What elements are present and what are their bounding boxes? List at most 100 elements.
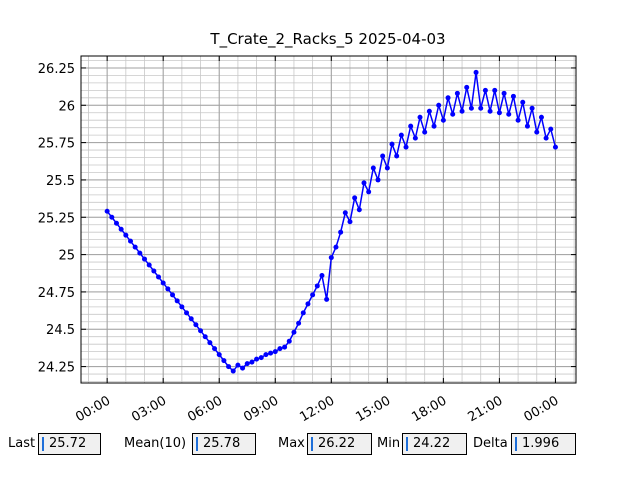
y-tick-label: 25.25 <box>38 211 75 226</box>
data-point <box>370 165 376 171</box>
data-point <box>361 180 367 186</box>
data-point <box>277 346 283 352</box>
data-point <box>534 129 540 135</box>
stat-field[interactable]: 25.78 <box>192 433 256 455</box>
data-point <box>366 189 372 195</box>
data-point <box>510 93 516 99</box>
data-point <box>468 105 474 111</box>
data-point <box>473 69 479 75</box>
data-point <box>128 238 133 244</box>
data-point <box>436 102 442 108</box>
data-point <box>431 123 437 129</box>
data-point <box>515 117 521 123</box>
data-point <box>272 349 278 355</box>
data-point <box>230 368 236 374</box>
data-point <box>165 286 171 292</box>
data-point <box>310 292 316 298</box>
x-tick-label: 21:00 <box>465 393 505 425</box>
data-point <box>375 177 381 183</box>
data-point <box>482 87 488 93</box>
data-point <box>333 244 339 250</box>
data-point <box>249 359 255 365</box>
data-point <box>216 352 222 358</box>
data-point <box>538 114 544 120</box>
y-tick-label: 25.5 <box>46 174 75 189</box>
y-tick-label: 24.25 <box>38 361 75 376</box>
data-point <box>268 350 274 356</box>
x-tick-label: 18:00 <box>409 393 449 425</box>
data-point <box>347 219 353 225</box>
data-point <box>314 283 320 289</box>
data-point <box>501 90 507 96</box>
stat-label: Last <box>8 436 36 451</box>
data-point <box>160 280 166 286</box>
data-point <box>459 108 465 114</box>
y-tick-label: 24.75 <box>38 286 75 301</box>
data-point <box>492 87 498 93</box>
data-point <box>338 229 344 235</box>
data-point <box>296 320 302 326</box>
chart-title: T_Crate_2_Racks_5 2025-04-03 <box>209 30 445 49</box>
x-tick-label: 00:00 <box>73 393 113 425</box>
data-point <box>202 334 208 340</box>
data-point <box>188 316 194 322</box>
data-point <box>151 268 157 274</box>
data-point <box>179 304 185 310</box>
stat-label: Max <box>278 436 305 451</box>
data-point <box>384 165 390 171</box>
data-point <box>319 272 325 278</box>
data-point <box>300 310 306 316</box>
data-point <box>426 108 432 114</box>
data-point <box>221 358 227 364</box>
y-tick-label: 26 <box>58 99 75 114</box>
data-point <box>226 364 232 370</box>
stat-field[interactable]: 1.996 <box>511 433 576 455</box>
stat-field[interactable]: 26.22 <box>307 433 372 455</box>
data-point <box>520 99 526 105</box>
stat-label: Mean(10) <box>124 436 187 451</box>
data-point <box>454 90 460 96</box>
data-point <box>207 340 213 346</box>
data-point <box>254 356 260 362</box>
data-point <box>184 310 190 316</box>
x-tick-label: 06:00 <box>185 393 225 425</box>
data-point <box>450 111 456 117</box>
y-tick-label: 25 <box>58 249 75 264</box>
data-point <box>142 256 148 262</box>
data-point <box>552 144 558 150</box>
data-point <box>417 114 423 120</box>
stat-field[interactable]: 24.22 <box>402 433 467 455</box>
data-point <box>524 123 530 129</box>
data-point <box>263 352 269 358</box>
y-tick-label: 26.25 <box>38 62 75 77</box>
data-point <box>380 153 386 159</box>
data-point <box>324 296 330 302</box>
data-point <box>305 301 311 307</box>
data-point <box>235 362 241 368</box>
data-point <box>496 110 502 116</box>
data-point <box>398 132 404 138</box>
data-point <box>445 95 451 101</box>
data-point <box>543 135 549 141</box>
data-point <box>240 365 246 371</box>
stat-field[interactable]: 25.72 <box>38 433 101 455</box>
data-point <box>258 355 264 361</box>
data-point <box>212 346 218 352</box>
stat-label: Delta <box>473 436 508 451</box>
data-point <box>440 117 446 123</box>
x-tick-label: 00:00 <box>522 393 562 425</box>
data-point <box>356 207 362 213</box>
data-point <box>132 244 138 250</box>
data-point <box>104 208 110 214</box>
data-point <box>156 274 162 280</box>
x-tick-label: 15:00 <box>353 393 393 425</box>
data-point <box>342 210 348 216</box>
x-tick-label: 09:00 <box>241 393 281 425</box>
chart: T_Crate_2_Racks_5 2025-04-03 24.25 24.5 24… <box>38 30 577 425</box>
x-tick-label: 03:00 <box>129 393 169 425</box>
data-point <box>109 214 115 220</box>
data-point <box>174 298 180 304</box>
data-point <box>506 111 512 117</box>
data-point <box>412 135 418 141</box>
